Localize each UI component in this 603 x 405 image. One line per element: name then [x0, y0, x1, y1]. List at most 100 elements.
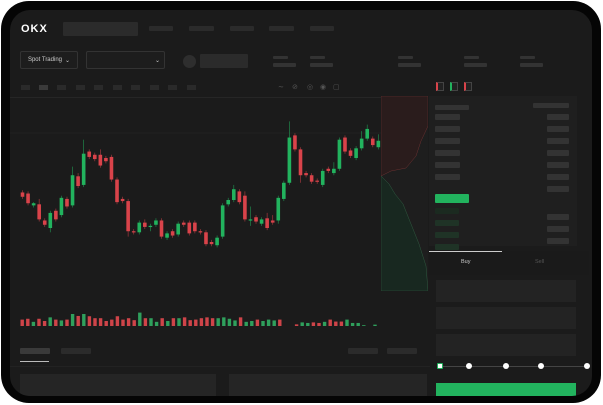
toolbar-interval-button[interactable]: [94, 85, 103, 90]
candle-body: [131, 231, 136, 233]
total-input[interactable]: [436, 334, 576, 356]
book-amount: [547, 162, 569, 168]
tab-buy[interactable]: Buy: [461, 259, 471, 265]
depth-chart: [381, 96, 428, 291]
ask-price: [435, 126, 460, 132]
assets-panel: [229, 374, 427, 396]
candle-body: [176, 223, 180, 235]
volume-bar: [238, 317, 243, 326]
book-bids-icon[interactable]: [450, 82, 458, 91]
toolbar-interval-button[interactable]: [131, 85, 140, 90]
ask-price: [435, 174, 460, 180]
candle-body: [304, 173, 308, 176]
stat-value: [273, 63, 296, 67]
volume-bar: [132, 320, 136, 326]
ask-price: [435, 150, 460, 156]
coin-icon: [183, 55, 196, 68]
volume-bar: [278, 319, 282, 326]
volume-bar: [166, 321, 170, 326]
volume-bar: [177, 318, 181, 326]
tab-order-history[interactable]: [61, 348, 91, 354]
candle-body: [120, 198, 125, 202]
toolbar-interval-button[interactable]: [57, 85, 66, 90]
slider-mark[interactable]: [538, 363, 544, 369]
candle-body: [276, 197, 281, 221]
toolbar-interval-button[interactable]: [21, 85, 30, 90]
amount-slider[interactable]: [437, 363, 590, 369]
candlestick-chart[interactable]: [10, 96, 382, 326]
trade-tabs: Buy Sell: [429, 251, 589, 275]
spot-trading-select[interactable]: Spot Trading ⌄: [20, 51, 78, 69]
toolbar-interval-button[interactable]: [168, 85, 177, 90]
candle-body: [109, 156, 114, 180]
volume-bar: [300, 322, 304, 326]
filter-button[interactable]: [348, 348, 378, 354]
pair-select[interactable]: ⌄: [86, 51, 165, 69]
stat-label: [273, 56, 288, 59]
candle-body: [115, 179, 119, 203]
volume-bar: [222, 317, 226, 326]
slider-handle[interactable]: [437, 363, 443, 369]
camera-icon[interactable]: ◎: [307, 84, 314, 91]
candle-body: [326, 168, 331, 171]
nav-item[interactable]: [230, 26, 254, 31]
candle-body: [181, 222, 186, 225]
book-asks-icon[interactable]: [464, 82, 472, 91]
candle-body: [92, 154, 97, 160]
ruler-icon[interactable]: ⊘: [292, 84, 298, 91]
candle-body: [243, 195, 247, 220]
volume-bar: [59, 320, 64, 326]
price-input[interactable]: [436, 280, 576, 302]
tab-sell[interactable]: Sell: [535, 259, 545, 265]
volume-bar: [93, 318, 97, 326]
nav-item[interactable]: [310, 26, 334, 31]
candle-body: [148, 225, 153, 228]
slider-mark[interactable]: [584, 363, 590, 369]
candle-body: [31, 203, 36, 206]
book-both-icon[interactable]: [436, 82, 444, 91]
candle-body: [26, 193, 30, 204]
candle-body: [70, 175, 75, 206]
slider-mark[interactable]: [503, 363, 509, 369]
toolbar-interval-button[interactable]: [187, 85, 196, 90]
volume-bar: [98, 318, 103, 326]
candle-body: [270, 220, 275, 223]
toolbar-interval-button[interactable]: [76, 85, 85, 90]
candle-body: [170, 231, 175, 236]
volume-bar: [37, 318, 41, 326]
candle-body: [237, 191, 242, 203]
slider-mark[interactable]: [466, 363, 472, 369]
volume-bar: [110, 319, 114, 326]
book-header-price: [435, 105, 469, 110]
stat-label: [464, 56, 479, 59]
fullscreen-icon[interactable]: ▢: [333, 84, 340, 91]
search-bar[interactable]: [63, 22, 138, 36]
tab-open-orders[interactable]: [20, 348, 50, 354]
bid-price: [435, 232, 459, 238]
volume-bar: [70, 314, 75, 326]
candle-body: [231, 189, 236, 200]
volume-bar: [311, 322, 316, 326]
toolbar-interval-button[interactable]: [150, 85, 159, 90]
candle-body: [215, 237, 219, 246]
volume-bar: [182, 317, 187, 326]
volume-bar: [266, 319, 271, 326]
last-price: [435, 194, 469, 203]
candle-body: [76, 176, 80, 186]
buy-button[interactable]: [436, 383, 576, 396]
filter-button[interactable]: [387, 348, 417, 354]
volume-bar: [205, 317, 209, 326]
nav-item[interactable]: [189, 26, 214, 31]
candle-body: [315, 180, 319, 182]
candle-body: [154, 220, 158, 225]
toolbar-interval-button[interactable]: [113, 85, 122, 90]
nav-item[interactable]: [269, 26, 294, 31]
toolbar-interval-button[interactable]: [39, 85, 48, 90]
settings-icon[interactable]: ◉: [320, 84, 327, 91]
candle-body: [287, 137, 292, 183]
line-tool-icon[interactable]: ∼: [278, 84, 284, 91]
bid-price: [435, 208, 459, 214]
volume-bar: [104, 321, 108, 326]
amount-input[interactable]: [436, 307, 576, 329]
nav-item[interactable]: [149, 26, 173, 31]
